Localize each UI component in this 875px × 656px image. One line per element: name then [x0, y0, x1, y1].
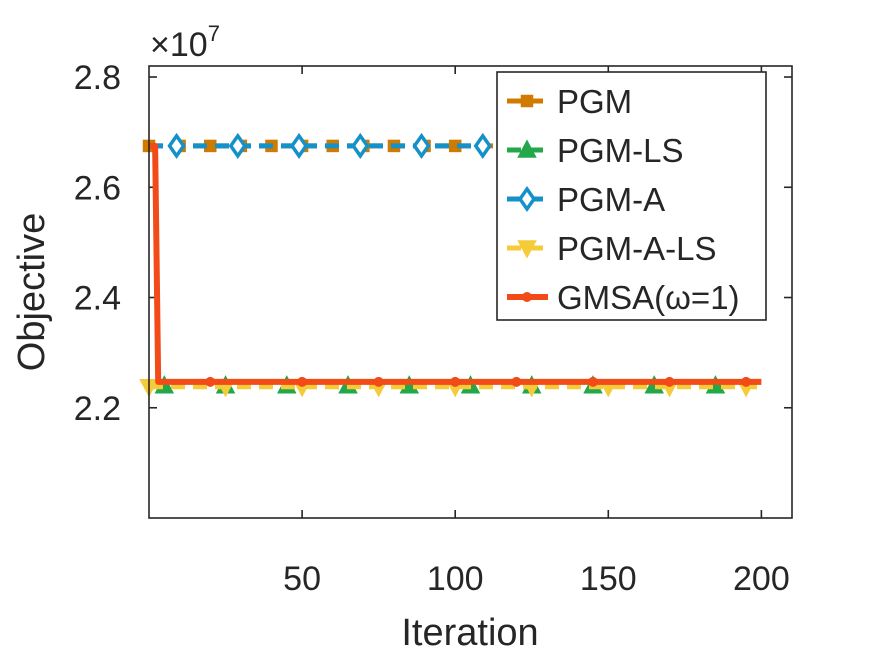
legend-item: GMSA(ω=1) [507, 279, 740, 316]
y-tick-label: 2.4 [74, 280, 121, 318]
series-marker [297, 376, 308, 387]
series-marker [587, 376, 598, 387]
y-tick-label: 2.6 [74, 169, 121, 207]
series-marker [373, 376, 384, 387]
y-axis-scale-factor: ×107 [150, 21, 220, 64]
legend-box [496, 71, 767, 321]
legend-label: PGM-LS [557, 132, 684, 169]
legend-label: PGM-A [557, 181, 665, 218]
legend-item: PGM-A [507, 181, 665, 218]
x-tick-label: 150 [580, 560, 637, 598]
x-axis-label: Iteration [401, 612, 538, 654]
legend-item: PGM-LS [507, 132, 684, 169]
legend-marker [517, 240, 537, 259]
series-2 [149, 132, 492, 159]
legend-item: PGM [507, 83, 632, 120]
legend-label: PGM-A-LS [557, 230, 717, 267]
series-marker [167, 132, 186, 159]
series-marker [450, 376, 461, 387]
y-axis-label: Objective [11, 213, 53, 371]
x-tick-label: 200 [733, 560, 790, 598]
y-tick-label: 2.2 [74, 390, 121, 428]
legend-marker [517, 139, 537, 158]
legend: PGM PGM-LS PGM-A PGM-A-LS GMSA(ω=1) [496, 71, 767, 321]
series-marker [511, 376, 522, 387]
x-tick-label: 100 [427, 560, 484, 598]
series-marker [205, 376, 216, 387]
legend-marker [520, 94, 534, 108]
legend-marker [522, 292, 532, 302]
series-marker [351, 132, 370, 159]
series-marker [664, 376, 675, 387]
series-4 [149, 142, 762, 387]
series-marker [741, 376, 752, 387]
legend-label: GMSA(ω=1) [557, 279, 740, 316]
axes-box [148, 65, 793, 519]
legend-marker [517, 185, 537, 213]
series-marker [289, 132, 309, 159]
legend-item: PGM-A-LS [507, 230, 717, 267]
y-tick-label: 2.8 [74, 59, 121, 97]
series-marker [412, 132, 431, 159]
legend-label: PGM [557, 83, 632, 120]
axis-ticks: 50 100 150 200 2.2 2.4 2.6 2.8 [74, 59, 792, 598]
series-marker [228, 132, 247, 159]
series-marker [473, 132, 492, 159]
x-tick-label: 50 [283, 560, 321, 598]
